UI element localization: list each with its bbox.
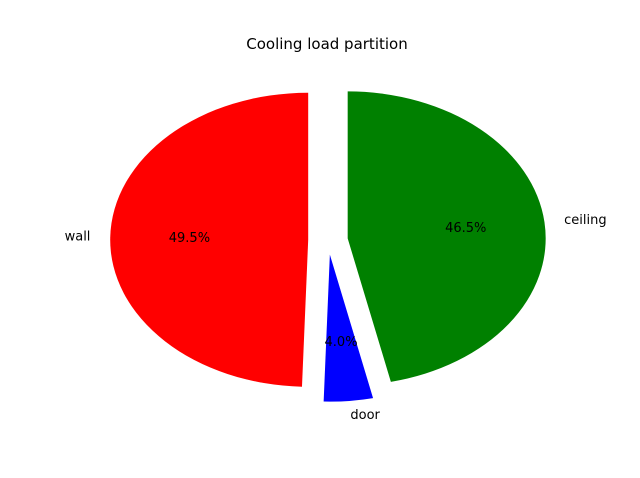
pct-label-ceiling: 46.5% [445,221,486,236]
pie-slices [110,91,546,402]
chart-title: Cooling load partition [246,35,407,53]
slice-label-wall: wall [65,230,91,245]
pie-labels: wall 49.5% door 4.0% ceiling 46.5% [65,213,607,423]
pie-slice-wall [110,92,309,387]
slice-label-door: door [350,408,380,423]
slice-label-ceiling: ceiling [564,213,606,228]
pie-slice-ceiling [347,91,546,382]
pct-label-wall: 49.5% [169,231,210,246]
pct-label-door: 4.0% [325,335,358,350]
pie-slice-door [323,254,374,402]
